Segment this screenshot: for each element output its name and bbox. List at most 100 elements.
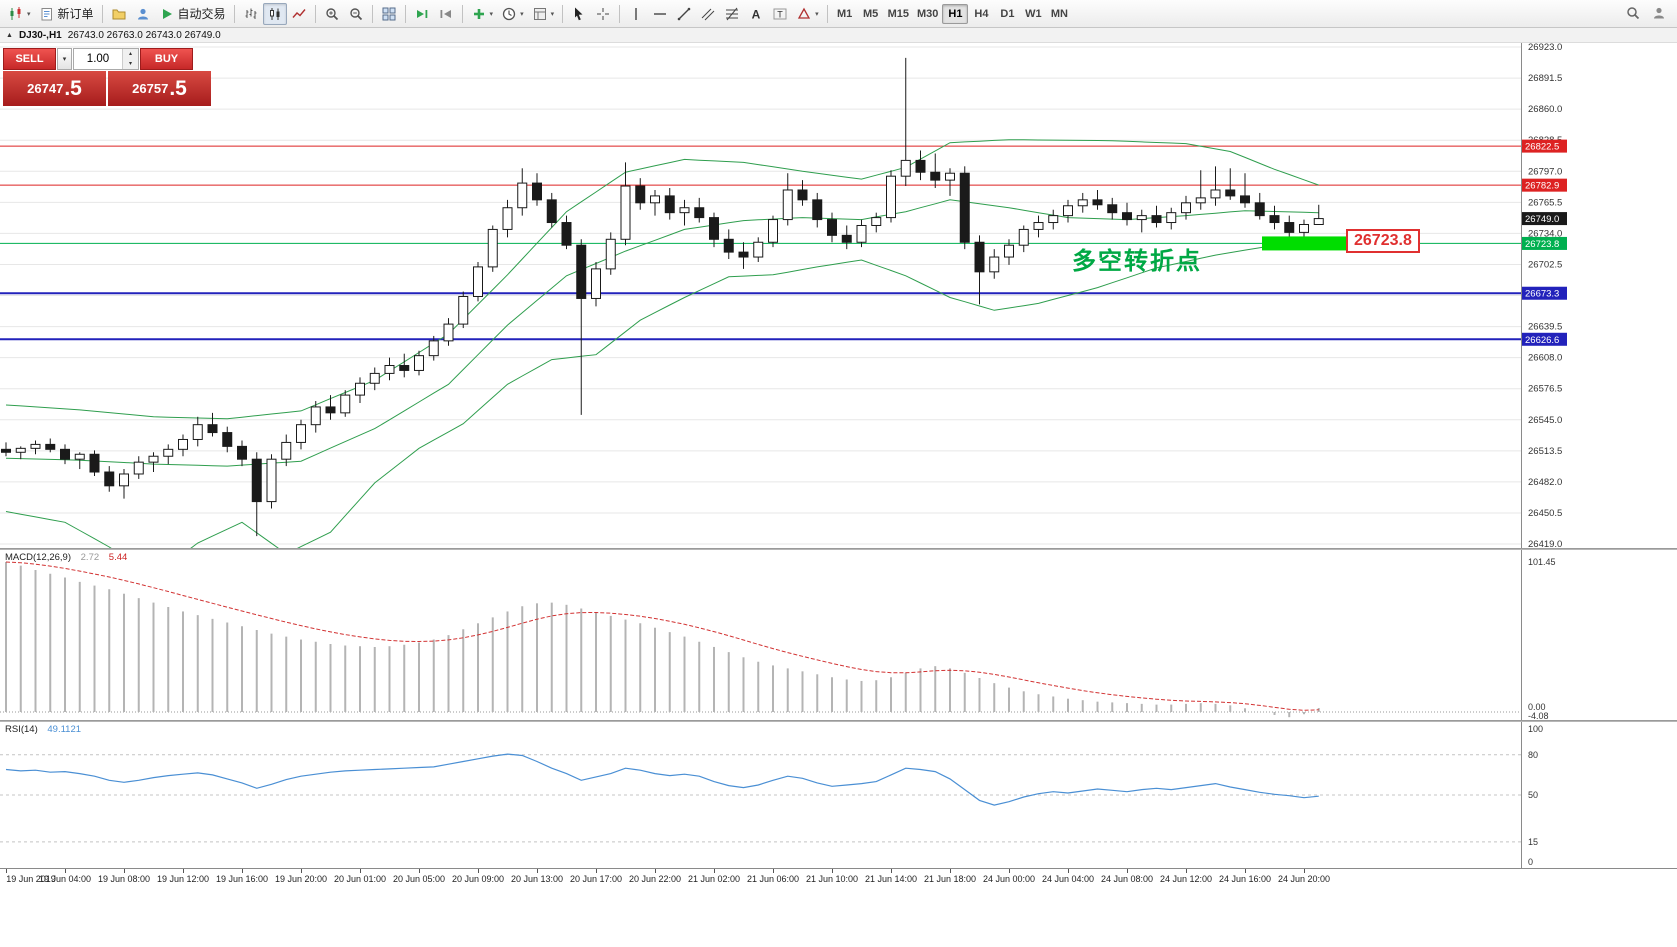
main-chart-panel[interactable]: 26923.026891.526860.026828.526797.026765… xyxy=(0,43,1677,548)
equidistant-channel-button[interactable] xyxy=(696,3,720,25)
candle-body xyxy=(1210,189,1221,199)
line-chart-button[interactable] xyxy=(287,3,311,25)
timeframe-m30-button[interactable]: M30 xyxy=(913,4,942,24)
community-button[interactable] xyxy=(131,3,155,25)
candle-body xyxy=(1181,202,1191,214)
rsi-axis-label: 100 xyxy=(1528,724,1543,734)
periods-button[interactable]: ▾ xyxy=(497,3,528,25)
candle-body xyxy=(1269,215,1280,224)
chart-caption-bar[interactable]: ▲ DJ30-,H1 26743.0 26763.0 26743.0 26749… xyxy=(0,28,1677,43)
fibonacci-button[interactable] xyxy=(720,3,744,25)
candle-body xyxy=(414,355,424,371)
timeframe-m15-button[interactable]: M15 xyxy=(884,4,913,24)
cursor-button[interactable] xyxy=(567,3,591,25)
macd-chart[interactable]: 101.45 0.00-4.08 xyxy=(0,550,1677,720)
candle-body xyxy=(15,447,26,453)
candle-body xyxy=(325,406,336,414)
candle-body xyxy=(104,471,115,487)
buy-button[interactable]: BUY xyxy=(140,48,193,70)
trendline-button[interactable] xyxy=(672,3,696,25)
sell-price-display[interactable]: 26747 .5 xyxy=(3,71,106,106)
rsi-name: RSI(14) xyxy=(5,724,38,735)
candle-body xyxy=(546,199,557,224)
rsi-chart[interactable]: 100 80 50 15 0 xyxy=(0,722,1677,868)
time-tick xyxy=(418,869,420,873)
vertical-line-button[interactable] xyxy=(624,3,648,25)
price-axis-label: 26576.5 xyxy=(1528,384,1562,395)
shapes-button[interactable]: ▾ xyxy=(792,3,823,25)
price-badge-26749.0 xyxy=(1522,212,1567,226)
text-label-button[interactable]: T xyxy=(768,3,792,25)
candles-series[interactable] xyxy=(1,57,1324,537)
timeframe-h4-button[interactable]: H4 xyxy=(968,4,994,24)
sell-price-frac: .5 xyxy=(64,76,82,100)
sell-button[interactable]: SELL xyxy=(3,48,56,70)
auto-scroll-button[interactable] xyxy=(410,3,434,25)
candle-body xyxy=(841,234,852,243)
indicators-button[interactable]: ▾ xyxy=(467,3,498,25)
zoom-in-button[interactable] xyxy=(320,3,344,25)
macd-axis-label: -4.08 xyxy=(1528,711,1549,720)
macd-panel-resize-handle[interactable] xyxy=(0,548,1677,550)
new-order-label: 新订单 xyxy=(57,7,94,21)
candle-body xyxy=(296,424,306,443)
timeframe-m1-button[interactable]: M1 xyxy=(832,4,858,24)
horizontal-line-button[interactable] xyxy=(648,3,672,25)
profile-button[interactable] xyxy=(1647,2,1671,24)
new-order-button[interactable]: 新订单 xyxy=(35,3,98,25)
rsi-axis-label: 0 xyxy=(1528,857,1533,867)
chart-collapse-icon[interactable]: ▲ xyxy=(6,31,13,39)
rsi-panel-resize-handle[interactable] xyxy=(0,720,1677,722)
price-axis-label: 26765.5 xyxy=(1528,197,1562,208)
toolbar-separator xyxy=(371,4,373,23)
crosshair-button[interactable] xyxy=(591,3,615,25)
timeframe-m5-button[interactable]: M5 xyxy=(858,4,884,24)
order-options-dropdown[interactable]: ▾ xyxy=(57,48,72,70)
timeframe-w1-button[interactable]: W1 xyxy=(1020,4,1046,24)
lot-size-input[interactable] xyxy=(74,49,122,69)
time-label: 20 Jun 01:00 xyxy=(333,874,387,884)
macd-axis-label: 0.00 xyxy=(1528,702,1546,712)
timeframe-d1-button[interactable]: D1 xyxy=(994,4,1020,24)
timeframe-h1-button[interactable]: H1 xyxy=(942,3,969,24)
price-highlight-rect[interactable] xyxy=(1262,236,1352,251)
toolbar-separator xyxy=(562,4,564,23)
lot-decrease-button[interactable]: ▾ xyxy=(123,59,138,69)
price-callout-label[interactable]: 26723.8 xyxy=(1346,229,1420,254)
rsi-indicator-panel[interactable]: 100 80 50 15 0 RSI(14) 49.1121 xyxy=(0,722,1677,868)
time-tick xyxy=(1008,869,1010,873)
macd-indicator-panel[interactable]: 101.45 0.00 -4.08 MACD(12,26,9) 2.72 5.44 xyxy=(0,550,1677,720)
candle-body xyxy=(1004,244,1014,258)
candle-body xyxy=(281,441,292,460)
candle-body xyxy=(827,219,837,236)
new-chart-button[interactable]: ▾ xyxy=(4,3,35,25)
auto-trading-button[interactable]: 自动交易 xyxy=(155,3,230,25)
chart-shift-button[interactable] xyxy=(434,3,458,25)
candle-body xyxy=(148,455,159,463)
time-label: 20 Jun 09:00 xyxy=(451,874,505,884)
time-axis[interactable]: 19 Jun 2019 19 Jun 04:00 19 Jun 08:00 19 Ju… xyxy=(0,868,1677,887)
timeframe-mn-button[interactable]: MN xyxy=(1046,4,1072,24)
zoom-out-button[interactable] xyxy=(344,3,368,25)
text-button[interactable]: A xyxy=(744,3,768,25)
charts-profile-button[interactable] xyxy=(107,3,131,25)
lot-increase-button[interactable]: ▴ xyxy=(123,49,138,59)
candle-chart-button[interactable] xyxy=(262,2,287,25)
bar-chart-button[interactable] xyxy=(239,3,263,25)
candle-body xyxy=(1048,215,1059,224)
candle-body xyxy=(871,217,882,226)
buy-price-display[interactable]: 26757 .5 xyxy=(108,71,211,106)
candle-body xyxy=(620,185,631,240)
candle-body xyxy=(502,207,513,230)
main-chart[interactable]: 26923.026891.526860.026828.526797.026765… xyxy=(0,43,1677,548)
templates-button[interactable]: ▾ xyxy=(528,3,559,25)
candle-body xyxy=(266,458,277,503)
turning-point-annotation[interactable]: 多空转折点 xyxy=(1072,248,1202,275)
periods-icon xyxy=(501,6,517,22)
search-button[interactable] xyxy=(1621,2,1645,24)
candle-body xyxy=(738,251,749,258)
candle-body xyxy=(222,432,233,447)
time-tick xyxy=(123,869,125,873)
tile-windows-button[interactable] xyxy=(377,3,401,25)
